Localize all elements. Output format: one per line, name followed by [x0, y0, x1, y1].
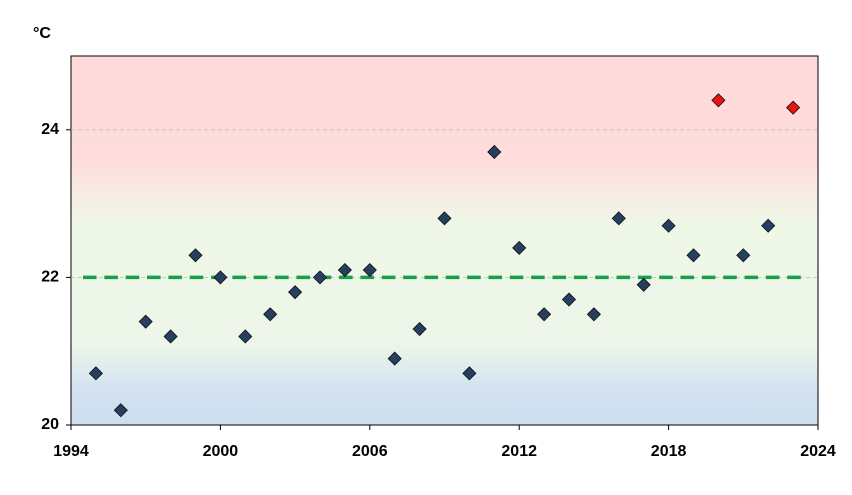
marker	[711, 93, 726, 108]
y-tick-label: 24	[41, 121, 59, 138]
x-tick-label: 2000	[203, 443, 239, 460]
y-tick-label: 22	[41, 269, 59, 286]
marker	[786, 100, 801, 115]
marker	[213, 270, 228, 285]
x-tick-label: 2006	[352, 443, 388, 460]
marker	[163, 329, 178, 344]
x-tick-label: 2024	[800, 443, 836, 460]
marker	[611, 211, 626, 226]
x-tick-label: 2018	[651, 443, 687, 460]
marker	[138, 314, 153, 329]
marker	[113, 403, 128, 418]
x-tick-label: 2012	[501, 443, 537, 460]
marker	[636, 277, 651, 292]
x-tick-label: 1994	[53, 443, 89, 460]
marker	[512, 240, 527, 255]
marker	[412, 321, 427, 337]
marker	[437, 211, 452, 226]
marker	[288, 285, 303, 300]
marker	[586, 307, 601, 322]
y-tick-label: 20	[41, 416, 59, 433]
marker	[561, 292, 577, 307]
marker	[88, 366, 103, 381]
marker	[462, 366, 477, 381]
marker	[238, 329, 253, 344]
marker	[487, 144, 502, 160]
marker	[387, 351, 402, 366]
marker	[188, 248, 203, 263]
marker	[661, 218, 676, 233]
marker	[337, 262, 352, 278]
marker	[761, 218, 776, 233]
marker	[686, 248, 701, 263]
marker	[312, 270, 328, 285]
marker	[736, 248, 751, 263]
marker	[537, 307, 552, 322]
marker	[263, 307, 278, 322]
marker	[362, 262, 377, 278]
plot-area	[70, 55, 819, 426]
y-axis-label: °C	[33, 25, 51, 42]
